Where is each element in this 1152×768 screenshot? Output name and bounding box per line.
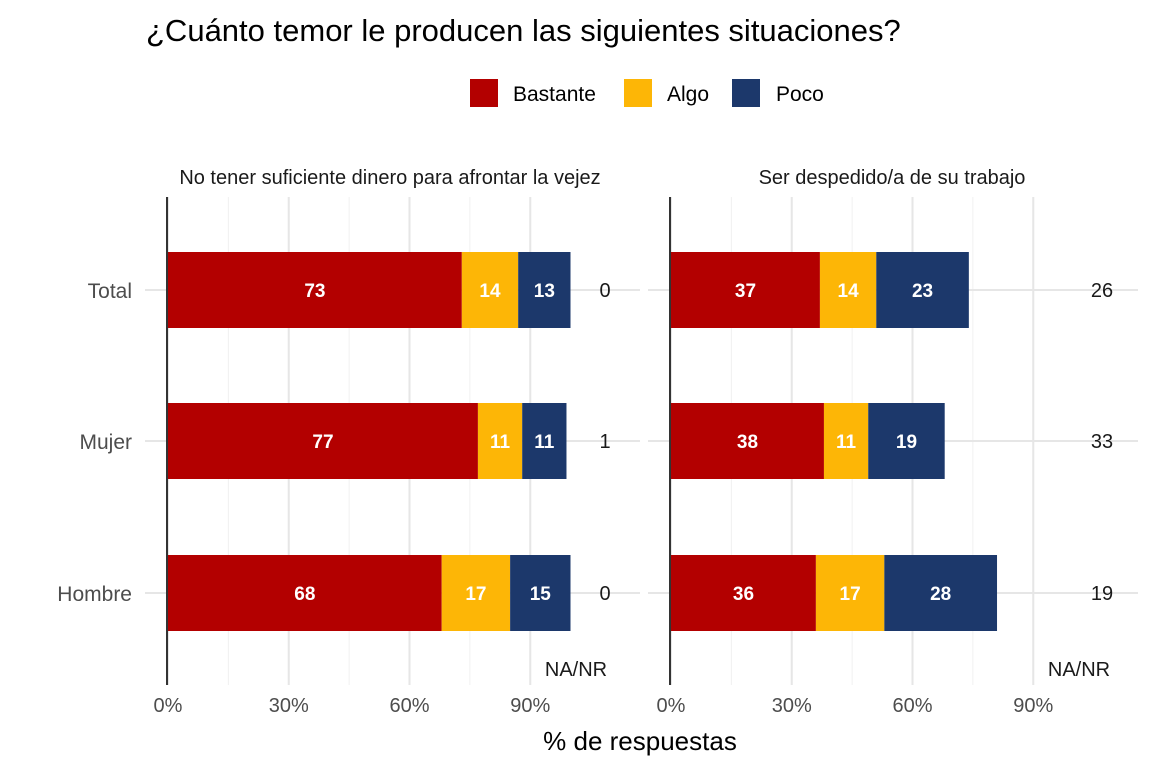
x-tick-label: 0% (154, 695, 183, 717)
legend-swatch-algo (624, 79, 652, 107)
na-nr-value: 1 (599, 431, 610, 453)
legend: Bastante Algo Poco (470, 79, 824, 107)
na-nr-value: 0 (599, 583, 610, 605)
legend-label-poco: Poco (776, 83, 824, 106)
legend-swatch-bastante (470, 79, 498, 107)
bar-segment-algo (819, 252, 877, 328)
bar-value-label: 11 (836, 432, 857, 453)
x-tick-label: 60% (892, 695, 932, 717)
bar-segment-algo (461, 252, 519, 328)
bar-value-label: 23 (912, 281, 933, 302)
bar-segment-bastante (671, 403, 824, 479)
category-label: Total (88, 280, 132, 303)
x-tick-label: 0% (657, 695, 686, 717)
na-nr-title: NA/NR (1048, 659, 1110, 681)
bar-value-label: 77 (312, 432, 333, 453)
category-label: Mujer (79, 431, 132, 454)
bar-value-label: 17 (840, 584, 861, 605)
legend-label-algo: Algo (667, 83, 709, 106)
bar-segment-poco (522, 403, 567, 479)
bar-segment-algo (815, 555, 885, 631)
bar-value-label: 17 (465, 584, 486, 605)
bar-value-label: 36 (733, 584, 754, 605)
category-label: Hombre (57, 583, 132, 606)
x-tick-label: 60% (389, 695, 429, 717)
bar-segment-algo (477, 403, 523, 479)
bar-value-label: 14 (838, 281, 860, 302)
bar-segment-poco (868, 403, 945, 479)
bar-segment-poco (510, 555, 571, 631)
legend-swatch-poco (732, 79, 760, 107)
labels: 73 14 13 077 11 11 168 17 15 0NA/NR0% 30% 60% 90%37 1… (57, 280, 1113, 717)
panel-title-right: Ser despedido/a de su trabajo (759, 167, 1026, 189)
bar-value-label: 68 (294, 584, 315, 605)
bars (168, 252, 998, 631)
panel-title-left: No tener suficiente dinero para afrontar… (179, 167, 600, 189)
bar-value-label: 19 (896, 432, 917, 453)
bar-segment-bastante (168, 252, 462, 328)
bar-segment-poco (518, 252, 571, 328)
chart-title: ¿Cuánto temor le producen las siguientes… (146, 13, 901, 48)
bar-segment-poco (876, 252, 969, 328)
na-nr-title: NA/NR (545, 659, 607, 681)
x-tick-label: 30% (772, 695, 812, 717)
na-nr-value: 26 (1091, 280, 1113, 302)
bar-value-label: 28 (930, 584, 951, 605)
bar-segment-bastante (671, 252, 820, 328)
bar-value-label: 73 (304, 281, 325, 302)
x-tick-label: 30% (269, 695, 309, 717)
bar-segment-poco (884, 555, 998, 631)
legend-label-bastante: Bastante (513, 83, 596, 106)
bar-value-label: 13 (534, 281, 555, 302)
na-nr-value: 19 (1091, 583, 1113, 605)
bar-segment-bastante (671, 555, 816, 631)
x-axis-title: % de respuestas (543, 726, 737, 756)
bar-value-label: 11 (490, 432, 511, 453)
bar-segment-bastante (168, 403, 478, 479)
bar-segment-algo (441, 555, 511, 631)
bar-value-label: 37 (735, 281, 756, 302)
x-tick-label: 90% (510, 695, 550, 717)
na-nr-value: 0 (599, 280, 610, 302)
bar-segment-algo (823, 403, 869, 479)
x-tick-label: 90% (1013, 695, 1053, 717)
bar-value-label: 15 (530, 584, 552, 605)
bar-segment-bastante (168, 555, 442, 631)
na-nr-value: 33 (1091, 431, 1113, 453)
bar-value-label: 14 (479, 281, 501, 302)
bar-value-label: 38 (737, 432, 758, 453)
bar-value-label: 11 (534, 432, 555, 453)
